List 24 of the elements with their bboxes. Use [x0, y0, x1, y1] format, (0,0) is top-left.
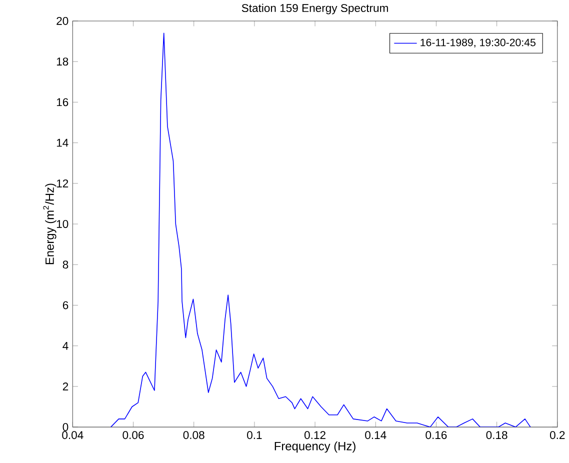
y-axis-title: Energy (m$^{2}$/Hz)	[43, 184, 56, 264]
chart-title: Station 159 Energy Spectrum	[242, 4, 388, 14]
x-axis-title: Frequency (Hz)	[274, 442, 356, 453]
y-tick-label: 20	[56, 17, 68, 25]
x-tick-label: 0.18	[486, 431, 508, 440]
x-tick-label: 0.1	[247, 431, 262, 440]
x-tick-label: 0.14	[365, 431, 386, 440]
y-tick-label: 10	[56, 220, 68, 228]
y-tick-label: 0	[62, 423, 68, 432]
x-tick-label: 0.12	[304, 431, 326, 440]
y-tick-label: 4	[62, 342, 68, 350]
y-tick-label: 6	[62, 301, 68, 310]
y-tick-label: 8	[62, 260, 68, 269]
x-tick-label: 0.06	[122, 431, 144, 440]
x-tick-label: 0.2	[550, 431, 565, 440]
y-tick-label: 12	[56, 180, 68, 188]
x-tick-label: 0.04	[62, 431, 84, 440]
x-tick-label: 0.16	[426, 431, 447, 440]
y-tick-label: 16	[56, 98, 68, 106]
x-tick-label: 0.08	[183, 431, 204, 440]
y-tick-label: 2	[62, 382, 68, 390]
y-tick-label: 18	[56, 58, 68, 66]
legend-label: 16-11-1989, 19:30-20:45	[420, 38, 536, 48]
y-tick-label: 14	[56, 138, 68, 147]
